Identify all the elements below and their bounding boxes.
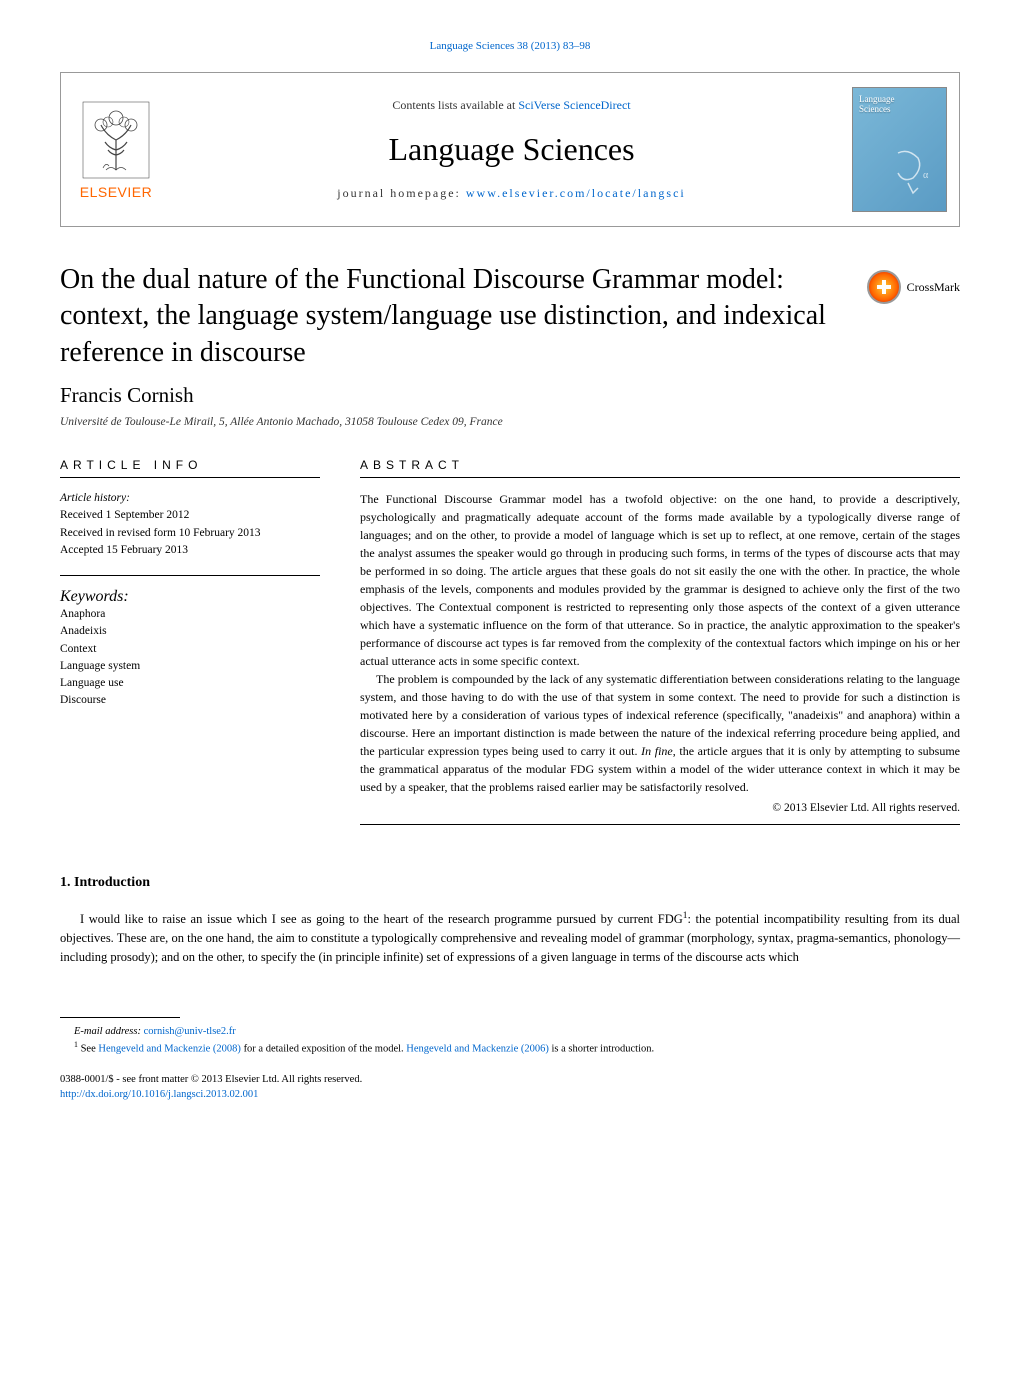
article-info-heading: article info xyxy=(60,458,320,472)
fn1-text-mid: for a detailed exposition of the model. xyxy=(241,1044,406,1055)
journal-title: Language Sciences xyxy=(171,131,852,168)
bottom-meta: 0388-0001/$ - see front matter © 2013 El… xyxy=(60,1072,960,1104)
abstract-heading: abstract xyxy=(360,458,960,472)
keyword: Language system xyxy=(60,658,320,675)
journal-header-box: ELSEVIER Contents lists available at Sci… xyxy=(60,72,960,227)
journal-cover: Language Sciences α xyxy=(852,87,947,212)
accepted-date: Accepted 15 February 2013 xyxy=(60,542,320,559)
abstract-column: abstract The Functional Discourse Gramma… xyxy=(360,458,960,825)
top-citation: Language Sciences 38 (2013) 83–98 xyxy=(60,40,960,52)
article-history: Article history: Received 1 September 20… xyxy=(60,490,320,559)
crossmark-badge[interactable]: CrossMark xyxy=(867,270,960,304)
homepage-link[interactable]: www.elsevier.com/locate/langsci xyxy=(466,186,686,200)
author-affiliation: Université de Toulouse-Le Mirail, 5, All… xyxy=(60,416,960,428)
sciencedirect-link[interactable]: SciVerse ScienceDirect xyxy=(518,98,630,112)
abstract-text: The Functional Discourse Grammar model h… xyxy=(360,490,960,796)
footnotes: E-mail address: cornish@univ-tlse2.fr 1 … xyxy=(60,1024,960,1058)
issn-copyright: 0388-0001/$ - see front matter © 2013 El… xyxy=(60,1072,960,1088)
fn1-number: 1 xyxy=(74,1040,78,1049)
keyword: Context xyxy=(60,641,320,658)
doi-link[interactable]: http://dx.doi.org/10.1016/j.langsci.2013… xyxy=(60,1089,258,1100)
elsevier-tree-icon xyxy=(81,100,151,180)
keyword: Anaphora xyxy=(60,606,320,623)
footnote-1: 1 See Hengeveld and Mackenzie (2008) for… xyxy=(60,1039,960,1057)
svg-text:α: α xyxy=(923,170,929,181)
crossmark-label: CrossMark xyxy=(907,280,960,295)
footnote-rule xyxy=(60,1017,180,1018)
intro-body: I would like to raise an issue which I s… xyxy=(60,909,960,966)
intro-text-before: I would like to raise an issue which I s… xyxy=(80,912,683,926)
contents-prefix: Contents lists available at xyxy=(392,98,518,112)
contents-line: Contents lists available at SciVerse Sci… xyxy=(171,98,852,113)
abstract-copyright: © 2013 Elsevier Ltd. All rights reserved… xyxy=(360,802,960,814)
fn1-text-after: is a shorter introduction. xyxy=(549,1044,654,1055)
author-name: Francis Cornish xyxy=(60,383,960,408)
revised-date: Received in revised form 10 February 201… xyxy=(60,525,320,542)
intro-heading: 1. Introduction xyxy=(60,875,960,891)
cover-graphic-icon: α xyxy=(888,143,938,203)
email-label: E-mail address: xyxy=(74,1026,141,1037)
keyword: Language use xyxy=(60,675,320,692)
homepage-line: journal homepage: www.elsevier.com/locat… xyxy=(171,186,852,201)
rule xyxy=(360,824,960,825)
email-link[interactable]: cornish@univ-tlse2.fr xyxy=(144,1026,236,1037)
article-title: On the dual nature of the Functional Dis… xyxy=(60,262,847,371)
email-footnote: E-mail address: cornish@univ-tlse2.fr xyxy=(60,1024,960,1040)
rule xyxy=(60,477,320,478)
article-info-column: article info Article history: Received 1… xyxy=(60,458,320,825)
publisher-name: ELSEVIER xyxy=(71,184,161,200)
fn1-link-2[interactable]: Hengeveld and Mackenzie (2006) xyxy=(406,1044,549,1055)
keyword: Anadeixis xyxy=(60,623,320,640)
rule xyxy=(60,575,320,576)
publisher-logo: ELSEVIER xyxy=(61,90,171,210)
crossmark-icon xyxy=(867,270,901,304)
keywords-list: Anaphora Anadeixis Context Language syst… xyxy=(60,606,320,710)
info-abstract-row: article info Article history: Received 1… xyxy=(60,458,960,825)
homepage-prefix: journal homepage: xyxy=(337,186,466,200)
received-date: Received 1 September 2012 xyxy=(60,507,320,524)
cover-text-2: Sciences xyxy=(859,104,940,114)
title-row: On the dual nature of the Functional Dis… xyxy=(60,262,960,371)
history-label: Article history: xyxy=(60,490,320,507)
header-center: Contents lists available at SciVerse Sci… xyxy=(171,98,852,201)
fn1-text-before: See xyxy=(81,1044,99,1055)
abstract-para-2: The problem is compounded by the lack of… xyxy=(360,670,960,796)
fn1-link-1[interactable]: Hengeveld and Mackenzie (2008) xyxy=(98,1044,241,1055)
cover-text-1: Language xyxy=(859,94,940,104)
abstract-para-1: The Functional Discourse Grammar model h… xyxy=(360,490,960,670)
keyword: Discourse xyxy=(60,692,320,709)
keywords-label: Keywords: xyxy=(60,588,320,606)
rule xyxy=(360,477,960,478)
cover-text: Language Sciences xyxy=(853,88,946,120)
